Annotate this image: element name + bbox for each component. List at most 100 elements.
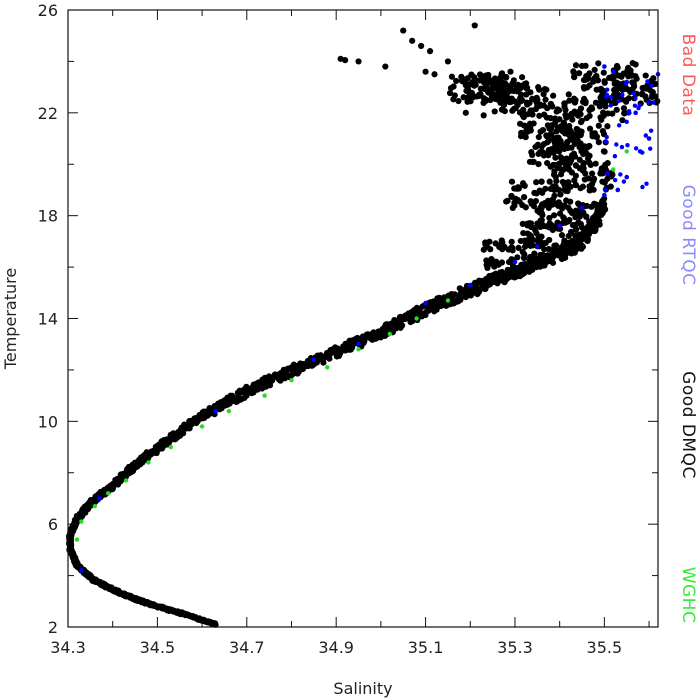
dmqc-point — [547, 100, 554, 108]
x-tick-label: 34.5 — [140, 638, 176, 657]
dmqc-point — [533, 190, 540, 197]
dmqc-point — [511, 185, 518, 192]
dmqc-point — [572, 226, 580, 233]
dmqc-point — [448, 73, 456, 80]
dmqc-point — [571, 153, 579, 160]
dmqc-point — [457, 295, 464, 302]
dmqc-outlier-point — [426, 48, 434, 55]
dmqc-point — [561, 145, 568, 153]
dmqc-point — [546, 178, 553, 185]
wghc-point — [123, 478, 129, 483]
dmqc-point — [613, 80, 620, 88]
dmqc-point — [556, 116, 563, 123]
dmqc-point — [540, 91, 547, 98]
dmqc-point — [550, 212, 558, 219]
y-tick-label: 18 — [38, 207, 58, 226]
dmqc-point — [552, 154, 559, 161]
dmqc-point — [595, 60, 602, 67]
dmqc-point — [621, 110, 628, 117]
dmqc-point — [586, 125, 594, 132]
dmqc-point — [476, 71, 484, 78]
dmqc-point — [581, 85, 588, 92]
dmqc-point — [455, 97, 462, 105]
dmqc-point — [498, 106, 505, 113]
dmqc-outlier-point — [422, 68, 429, 75]
dmqc-point — [543, 86, 550, 93]
rtqc-point — [579, 205, 585, 211]
dmqc-point — [554, 247, 561, 254]
dmqc-point — [586, 218, 593, 225]
rtqc-point — [621, 179, 627, 184]
dmqc-point — [555, 107, 563, 114]
dmqc-point — [511, 199, 518, 206]
dmqc-point — [537, 204, 544, 211]
dmqc-point — [522, 204, 529, 211]
dmqc-point — [565, 204, 572, 211]
dmqc-point — [576, 238, 584, 245]
dmqc-point — [619, 86, 626, 93]
dmqc-point — [483, 72, 490, 79]
rtqc-point — [611, 69, 616, 74]
rtqc-point — [614, 142, 619, 147]
wghc-point — [92, 503, 98, 509]
dmqc-point — [543, 223, 550, 230]
rtqc-point — [602, 64, 607, 69]
dmqc-point — [519, 220, 526, 227]
dmqc-point — [574, 126, 582, 133]
wghc-point — [289, 378, 294, 383]
dmqc-point — [544, 122, 551, 129]
dmqc-outlier-point — [400, 27, 407, 34]
wghc-point — [356, 347, 361, 352]
rtqc-point — [608, 103, 613, 108]
dmqc-point — [523, 80, 530, 87]
dmqc-point — [554, 124, 561, 131]
dmqc-point — [555, 186, 563, 193]
dmqc-point — [625, 95, 633, 102]
rtqc-point — [615, 187, 621, 193]
rtqc-point — [602, 192, 607, 198]
dmqc-point — [503, 74, 510, 81]
dmqc-point — [468, 71, 475, 78]
dmqc-point — [609, 110, 616, 117]
dmqc-point — [566, 159, 573, 166]
dmqc-point — [515, 244, 522, 252]
dmqc-point — [556, 210, 564, 217]
rtqc-point — [648, 146, 653, 151]
rtqc-point — [213, 408, 218, 414]
rtqc-point — [627, 110, 632, 116]
dmqc-point — [538, 178, 545, 185]
x-tick-label: 35.1 — [408, 638, 444, 657]
dmqc-point — [575, 112, 582, 119]
dmqc-point — [596, 221, 603, 228]
dmqc-point — [551, 186, 558, 193]
dmqc-point — [581, 176, 588, 183]
data-points-layer — [66, 22, 661, 628]
dmqc-point — [573, 132, 581, 140]
rtqc-point — [618, 172, 623, 177]
dmqc-point — [601, 205, 608, 213]
dmqc-point — [508, 178, 516, 185]
dmqc-point — [529, 242, 536, 249]
dmqc-point — [520, 106, 527, 113]
dmqc-point — [588, 170, 596, 177]
dmqc-point — [545, 146, 553, 154]
dmqc-point — [508, 238, 515, 245]
dmqc-point — [518, 74, 526, 81]
dmqc-point — [565, 91, 572, 98]
rtqc-point — [640, 150, 645, 155]
dmqc-point — [629, 59, 636, 67]
wghc-point — [199, 424, 205, 429]
dmqc-point — [497, 93, 505, 100]
dmqc-outlier-point — [458, 73, 465, 80]
dmqc-point — [614, 64, 621, 71]
dmqc-point — [523, 262, 531, 269]
dmqc-outlier-point — [485, 78, 492, 86]
rtqc-point — [624, 80, 629, 85]
dmqc-point — [534, 238, 542, 245]
dmqc-point — [583, 73, 590, 80]
wghc-point — [387, 331, 393, 337]
dmqc-point — [545, 245, 552, 253]
dmqc-outlier-point — [498, 71, 505, 78]
dmqc-point — [180, 430, 187, 437]
